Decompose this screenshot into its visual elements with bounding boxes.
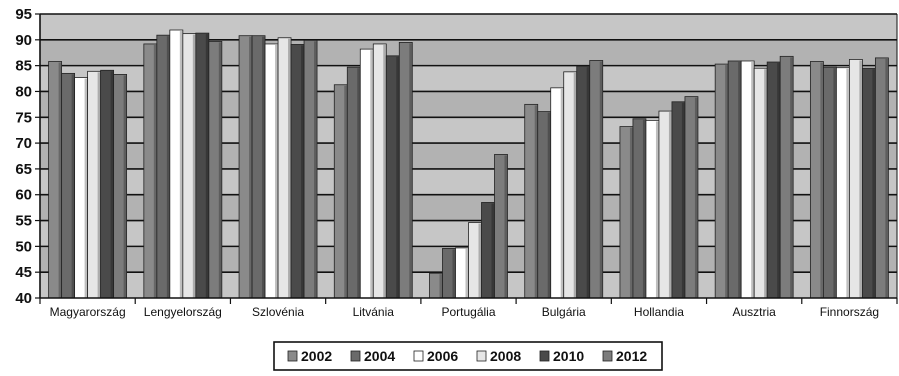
bar-shade	[586, 67, 590, 298]
legend-label: 2012	[616, 348, 647, 364]
bar-shade	[885, 58, 888, 299]
bar-shade	[859, 60, 862, 298]
bar-shade	[777, 63, 780, 298]
bar-shade	[833, 68, 836, 298]
bar-shade	[84, 78, 88, 298]
legend-swatch	[413, 350, 424, 362]
x-tick-label: Finnország	[820, 305, 879, 319]
x-tick-label: Portugália	[441, 305, 495, 319]
y-tick-label: 80	[15, 83, 32, 100]
bar-shade	[452, 249, 455, 298]
x-tick-label: Ausztria	[732, 305, 776, 319]
bar-shade	[153, 44, 157, 298]
legend-swatch	[539, 350, 550, 362]
x-tick-label: Szlovénia	[252, 305, 304, 319]
bar-shade	[668, 112, 672, 299]
y-tick-label: 75	[15, 109, 32, 126]
legend-swatch	[350, 350, 361, 362]
bar-shade	[547, 112, 551, 298]
bar-shade	[738, 61, 741, 298]
bar-shade	[275, 44, 278, 298]
bar-shade	[573, 72, 577, 298]
bar-shade	[396, 56, 399, 298]
bar-shade	[58, 62, 62, 298]
bar-shade	[218, 42, 222, 298]
axes	[39, 13, 898, 304]
bar-shade	[123, 75, 127, 298]
x-tick-label: Magyarország	[50, 305, 126, 319]
bar-shade	[439, 274, 442, 298]
y-tick-label: 70	[15, 135, 32, 152]
y-axis-ticks: 40 45 50 55 60 65 70 75 80 85 90 95	[15, 6, 40, 307]
y-tick-label: 95	[15, 6, 32, 23]
legend-swatch	[602, 350, 613, 362]
legend-swatch	[476, 350, 487, 362]
legend-box	[273, 341, 663, 371]
bar-shade	[357, 68, 360, 298]
bar-shade	[534, 105, 538, 298]
legend-label: 2008	[490, 348, 521, 364]
legend-label: 2006	[427, 348, 458, 364]
x-tick-label: Litvánia	[353, 305, 395, 319]
bar-shade	[166, 36, 170, 299]
x-tick-label: Bulgária	[542, 305, 586, 319]
bar-shade	[560, 88, 564, 298]
bar-shade	[751, 61, 754, 298]
y-tick-label: 85	[15, 58, 32, 75]
bar-shade	[205, 34, 209, 298]
bar-shade	[629, 127, 633, 298]
bar-shade	[465, 248, 468, 298]
bar-shade	[599, 61, 603, 298]
legend: 2002 2004 2006 2008 2010 2012	[273, 341, 663, 371]
bar-shade	[655, 121, 659, 298]
bar-shade	[642, 119, 646, 299]
y-tick-label: 60	[15, 187, 32, 204]
bar-shade	[725, 65, 728, 298]
legend-label: 2002	[301, 348, 332, 364]
y-tick-label: 45	[15, 264, 32, 281]
bar-shade	[504, 155, 507, 298]
bar-shade	[370, 50, 373, 298]
bar-shade	[288, 38, 291, 299]
bar-shade	[179, 31, 183, 299]
y-tick-label: 55	[15, 213, 32, 230]
bar-shade	[478, 223, 481, 298]
x-tick-label: Lengyelország	[144, 305, 222, 319]
bar-shade	[820, 62, 823, 298]
bar-shade	[872, 69, 875, 298]
bar-shade	[681, 102, 685, 298]
legend-swatch	[287, 350, 298, 362]
bar-shade	[383, 44, 386, 298]
y-tick-label: 50	[15, 238, 32, 255]
y-tick-label: 40	[15, 290, 32, 307]
bar-shade	[71, 74, 75, 298]
bar-shade	[344, 85, 347, 298]
legend-label: 2004	[364, 348, 395, 364]
bar-shade	[192, 34, 196, 298]
y-tick-label: 90	[15, 32, 32, 49]
y-tick-label: 65	[15, 161, 32, 178]
legend-label: 2010	[553, 348, 584, 364]
bar-shade	[764, 69, 767, 298]
bar-shade	[97, 72, 101, 298]
bar-shade	[110, 71, 114, 299]
bar-shade	[491, 203, 494, 298]
bar-shade	[301, 45, 304, 298]
bar-shade	[314, 41, 317, 299]
bar-shade	[249, 36, 252, 299]
bars	[48, 29, 889, 299]
x-tick-label: Hollandia	[634, 305, 684, 319]
bar-shade	[694, 97, 698, 298]
bar-shade	[846, 68, 849, 299]
x-axis-ticks: Magyarország Lengyelország Szlovénia Litván…	[50, 305, 879, 319]
bar-shade	[262, 36, 265, 299]
bar-shade	[409, 43, 412, 299]
bar-shade	[790, 57, 793, 298]
